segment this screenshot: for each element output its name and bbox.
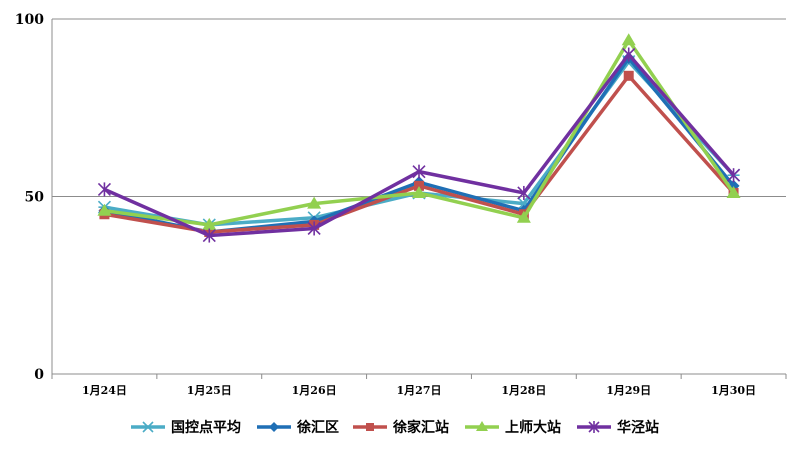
legend-item[interactable]: 国控点平均 bbox=[131, 419, 241, 436]
legend-label: 上师大站 bbox=[505, 419, 561, 436]
legend[interactable]: 国控点平均 徐汇区 徐家汇站 上师大站 华泾站 bbox=[131, 419, 659, 436]
data-point bbox=[476, 421, 488, 431]
data-point bbox=[516, 210, 531, 223]
axes: 0 50 100 1月24日 1月25日 1月26日 1月27日 1月28日 1月29日 1月30… bbox=[15, 12, 787, 397]
data-point bbox=[623, 70, 634, 81]
data-point bbox=[269, 422, 279, 432]
series-line bbox=[103, 52, 735, 238]
x-tick-label: 1月30日 bbox=[711, 384, 756, 397]
data-point bbox=[366, 423, 374, 431]
data-point bbox=[97, 182, 111, 197]
x-tick-label: 1月27日 bbox=[397, 384, 442, 397]
legend-label: 国控点平均 bbox=[171, 419, 241, 436]
data-point bbox=[621, 33, 636, 46]
series-4 bbox=[97, 33, 741, 230]
data-point bbox=[202, 217, 217, 230]
series-5 bbox=[97, 47, 741, 243]
legend-item[interactable]: 华泾站 bbox=[577, 419, 659, 436]
series-line bbox=[104, 74, 735, 234]
legend-item[interactable]: 徐汇区 bbox=[257, 419, 339, 436]
x-tick-label: 1月29日 bbox=[606, 384, 651, 397]
data-point bbox=[517, 185, 531, 200]
x-tick-label: 1月25日 bbox=[187, 384, 232, 397]
data-point bbox=[412, 164, 426, 179]
x-tick-label: 1月24日 bbox=[82, 384, 127, 397]
data-point bbox=[727, 168, 741, 183]
series-lines bbox=[97, 33, 741, 243]
data-point bbox=[202, 228, 216, 243]
series-line bbox=[104, 56, 735, 234]
data-point bbox=[307, 221, 321, 236]
x-tick-label: 1月26日 bbox=[292, 384, 337, 397]
y-tick-label: 50 bbox=[25, 190, 45, 206]
legend-label: 徐汇区 bbox=[296, 419, 339, 436]
data-point bbox=[97, 203, 112, 216]
x-tick-label: 1月28日 bbox=[501, 384, 546, 397]
data-point bbox=[307, 196, 322, 209]
legend-label: 徐家汇站 bbox=[392, 419, 449, 436]
legend-item[interactable]: 上师大站 bbox=[465, 419, 561, 436]
legend-label: 华泾站 bbox=[617, 419, 659, 436]
data-point bbox=[622, 47, 636, 62]
series-3 bbox=[99, 70, 739, 237]
legend-item[interactable]: 徐家汇站 bbox=[353, 419, 449, 436]
data-point bbox=[588, 421, 600, 433]
y-tick-label: 100 bbox=[15, 12, 44, 28]
data-point bbox=[142, 421, 154, 433]
series-1 bbox=[97, 55, 741, 232]
data-point bbox=[726, 185, 741, 198]
y-tick-label: 0 bbox=[34, 367, 44, 383]
data-point bbox=[412, 185, 426, 198]
data-point bbox=[414, 180, 424, 191]
